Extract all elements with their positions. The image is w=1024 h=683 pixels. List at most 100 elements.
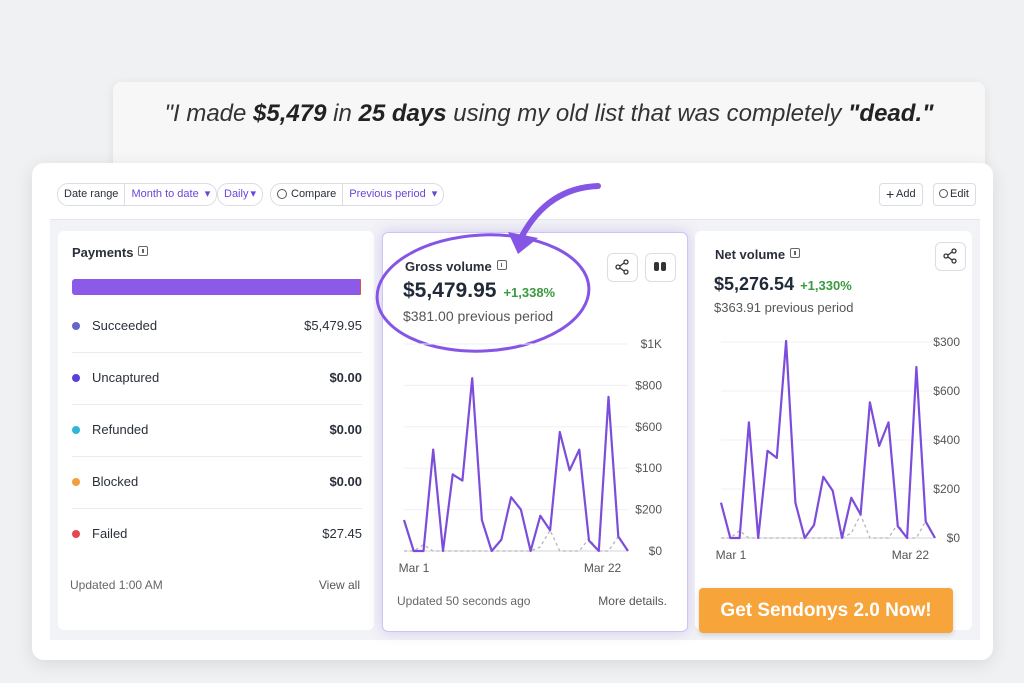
title: Payments — [72, 245, 134, 260]
row-divider — [72, 352, 362, 353]
label: Date range — [58, 184, 126, 205]
label: Compare — [271, 184, 344, 205]
share-button[interactable] — [935, 242, 966, 271]
value: Previous period — [349, 188, 426, 200]
gross-title: Gross volume — [405, 259, 507, 274]
caret: ▾ — [250, 188, 256, 200]
title: Net volume — [715, 247, 786, 262]
status-amount: $5,479.95 — [304, 318, 362, 333]
quote: "I made $5,479 in 25 days using my old l… — [113, 100, 985, 128]
net-value: $5,276.54 — [714, 274, 795, 294]
caret: ▾ — [431, 188, 438, 200]
highlight-ellipse — [375, 233, 591, 353]
net-volume-card — [695, 231, 972, 630]
line — [402, 377, 629, 553]
net-previous: $363.91 previous period — [714, 300, 854, 315]
status-dot — [72, 322, 80, 330]
x-tick-label: Mar 22 — [892, 548, 930, 562]
status-dot — [72, 478, 80, 486]
x-tick-label: Mar 1 — [716, 548, 747, 562]
status-amount: $0.00 — [329, 370, 362, 385]
quote-part: 25 days — [358, 100, 447, 127]
line — [719, 339, 936, 540]
net-value-row: $5,276.54 +1,330% — [714, 274, 852, 295]
quote-part: "dead." — [848, 100, 934, 127]
net-change: +1,330% — [800, 278, 852, 293]
quote-card — [113, 82, 985, 174]
line — [721, 514, 936, 539]
status-dot — [72, 426, 80, 434]
y-tick-label: $1K — [641, 337, 662, 351]
add: Add — [896, 188, 916, 200]
compare-filter[interactable]: Compare Previous period ▾ — [270, 183, 445, 206]
payment-bar-segment — [72, 279, 360, 295]
y-tick-label: $400 — [933, 433, 960, 447]
payments-title: Payments — [72, 245, 149, 260]
payments-card — [58, 231, 374, 630]
explore-button[interactable] — [645, 253, 676, 282]
status-amount: $0.00 — [329, 422, 362, 437]
row-divider — [72, 404, 362, 405]
y-tick-label: $600 — [635, 420, 662, 434]
status-name: Blocked — [92, 474, 139, 489]
y-tick-label: $0 — [649, 544, 663, 558]
status-name: Failed — [92, 526, 128, 541]
cta-button[interactable]: Get Sendonys 2.0 Now! — [699, 588, 953, 633]
value: Daily — [224, 188, 249, 200]
x-tick-label: Mar 1 — [399, 561, 430, 575]
payments-updated: Updated 1:00 AM — [70, 578, 163, 592]
status-dot — [72, 530, 80, 538]
y-tick-label: $300 — [933, 335, 960, 349]
interval-filter[interactable]: Daily ▾ — [217, 183, 263, 206]
gross-updated: Updated 50 seconds ago — [397, 594, 531, 608]
line — [404, 529, 629, 552]
net-title: Net volume — [715, 247, 801, 262]
caret: ▾ — [204, 188, 211, 200]
info-icon — [790, 248, 801, 258]
edit-icon — [939, 189, 948, 198]
y-tick-label: $0 — [947, 531, 961, 545]
view-all[interactable]: View all — [318, 578, 360, 592]
status-amount: $27.45 — [322, 526, 362, 541]
compare-icon — [277, 189, 287, 199]
value: Month to date — [131, 188, 199, 200]
y-tick-label: $200 — [635, 503, 662, 517]
status-name: Succeeded — [92, 318, 158, 333]
share-button[interactable] — [607, 253, 638, 282]
y-tick-label: $100 — [635, 461, 662, 475]
y-tick-label: $200 — [933, 482, 960, 496]
x-tick-label: Mar 22 — [584, 561, 622, 575]
gross-change: +1,338% — [503, 285, 556, 300]
info-icon — [496, 260, 507, 270]
quote-part: in — [326, 100, 359, 127]
add-icon: + — [886, 186, 895, 202]
status-name: Refunded — [92, 422, 149, 437]
arrow-head — [508, 232, 538, 254]
binoculars-icon — [654, 262, 666, 271]
share-icon — [943, 248, 957, 264]
status-amount: $0.00 — [329, 474, 362, 489]
arrow — [519, 183, 601, 239]
edit-button[interactable]: Edit — [933, 183, 976, 206]
row-divider — [72, 508, 362, 509]
gross-volume-card — [382, 232, 688, 632]
payment-bar-segment — [359, 279, 361, 295]
add-button[interactable]: Add — [879, 183, 923, 206]
status-name: Uncaptured — [92, 370, 160, 385]
y-tick-label: $600 — [933, 384, 960, 398]
title: Gross volume — [405, 259, 492, 274]
more-details[interactable]: More details. — [598, 594, 667, 608]
gross-value: $5,479.95 — [403, 279, 497, 302]
info-icon — [138, 246, 149, 256]
row-divider — [72, 456, 362, 457]
quote-part: "I made — [164, 100, 254, 127]
edit: Edit — [950, 188, 969, 200]
gross-previous: $381.00 previous period — [403, 308, 554, 324]
quote-part: $5,479 — [253, 100, 327, 127]
quote-part: using my old list that was completely — [446, 100, 849, 127]
gross-value-row: $5,479.95 +1,338% — [403, 279, 555, 303]
date-range-filter[interactable]: Date range Month to date ▾ — [57, 183, 218, 206]
share-icon — [615, 259, 629, 275]
